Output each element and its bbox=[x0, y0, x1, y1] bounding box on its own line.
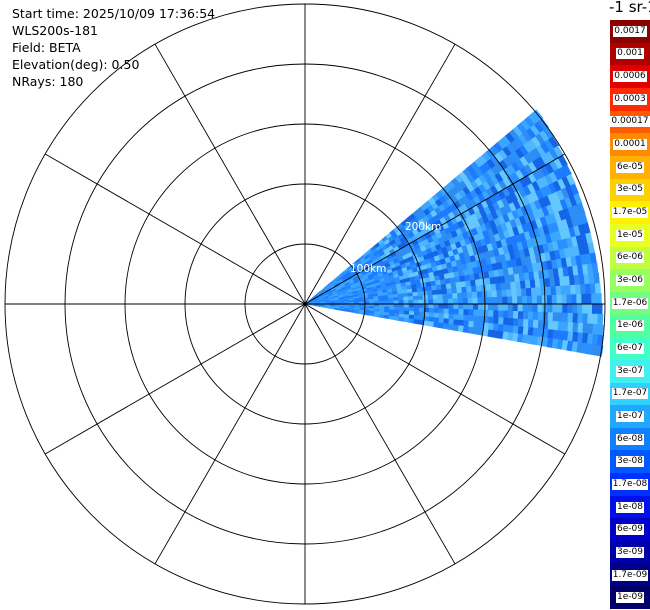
colorbar-label: 1e-07 bbox=[616, 410, 644, 422]
colorbar-cell: 6e-09 bbox=[610, 518, 650, 542]
colorbar-cell: 6e-05 bbox=[610, 155, 650, 179]
field-text: Field: BETA bbox=[12, 40, 81, 55]
azimuth-spoke bbox=[154, 43, 456, 565]
colorbar-label: 1e-06 bbox=[616, 320, 644, 332]
colorbar-cell: 6e-06 bbox=[610, 246, 650, 270]
colorbar-label: 6e-09 bbox=[616, 524, 644, 536]
colorbar-cell: 3e-05 bbox=[610, 178, 650, 202]
colorbar-label: 1.7e-05 bbox=[611, 207, 649, 219]
colorbar-label: 1.7e-07 bbox=[611, 388, 649, 400]
colorbar-label: 0.0003 bbox=[613, 93, 647, 105]
nrays-text: NRays: 180 bbox=[12, 74, 84, 89]
colorbar-label: 1e-08 bbox=[616, 501, 644, 513]
colorbar-label: 3e-08 bbox=[616, 456, 644, 468]
colorbar-cell: 3e-07 bbox=[610, 359, 650, 383]
colorbar-label: 1e-05 bbox=[616, 229, 644, 241]
colorbar-label: 0.00017 bbox=[610, 116, 650, 128]
colorbar: 0.0017 0.001 0.0006 0.0003 0.00017 0.0001 6e-0… bbox=[610, 20, 650, 610]
beta-data-sector bbox=[304, 109, 604, 357]
colorbar-cell: 1.7e-07 bbox=[610, 382, 650, 406]
colorbar-cell: 6e-07 bbox=[610, 337, 650, 360]
colorbar-cell: 1.7e-06 bbox=[610, 291, 650, 315]
colorbar-label: 6e-08 bbox=[616, 433, 644, 445]
colorbar-cell: 3e-08 bbox=[610, 450, 650, 474]
colorbar-label: 1.7e-09 bbox=[611, 569, 649, 581]
colorbar-cell: 1e-07 bbox=[610, 405, 650, 428]
colorbar-cell: 1e-08 bbox=[610, 495, 650, 519]
colorbar-title: -1 sr-1 bbox=[609, 0, 650, 16]
colorbar-label: 1e-09 bbox=[616, 592, 644, 604]
colorbar-cell: 0.0003 bbox=[610, 87, 650, 111]
colorbar-label: 1.7e-08 bbox=[611, 478, 649, 490]
colorbar-cell: 0.00017 bbox=[610, 110, 650, 134]
colorbar-label: 0.0001 bbox=[613, 139, 647, 151]
scan-info: Start time: 2025/10/09 17:36:54 WLS200s-… bbox=[12, 5, 215, 90]
colorbar-label: 3e-07 bbox=[616, 365, 644, 377]
colorbar-label: 6e-06 bbox=[616, 252, 644, 264]
colorbar-cell: 1e-05 bbox=[610, 223, 650, 247]
colorbar-label: 0.0017 bbox=[613, 25, 647, 37]
colorbar-label: 1.7e-06 bbox=[611, 297, 649, 309]
colorbar-label: 6e-07 bbox=[616, 343, 644, 355]
colorbar-cell: 1e-06 bbox=[610, 314, 650, 338]
colorbar-cell: 0.0001 bbox=[610, 133, 650, 156]
colorbar-cell: 1.7e-08 bbox=[610, 473, 650, 496]
colorbar-label: 3e-05 bbox=[616, 184, 644, 196]
colorbar-cell: 3e-09 bbox=[610, 541, 650, 564]
colorbar-cell: 1.7e-05 bbox=[610, 201, 650, 224]
colorbar-label: 3e-06 bbox=[616, 275, 644, 287]
colorbar-cell: 1.7e-09 bbox=[610, 563, 650, 587]
colorbar-cell: 0.0006 bbox=[610, 65, 650, 88]
colorbar-label: 0.001 bbox=[616, 48, 644, 60]
colorbar-cell: 3e-06 bbox=[610, 269, 650, 292]
colorbar-label: 3e-09 bbox=[616, 546, 644, 558]
elevation-text: Elevation(deg): 0.50 bbox=[12, 57, 140, 72]
colorbar-cell: 0.0017 bbox=[610, 20, 650, 43]
ring-label-200km: 200km bbox=[405, 221, 441, 233]
colorbar-label: 6e-05 bbox=[616, 161, 644, 173]
colorbar-cell: 1e-09 bbox=[610, 586, 650, 610]
instrument-text: WLS200s-181 bbox=[12, 23, 98, 38]
colorbar-label: 0.0006 bbox=[613, 71, 647, 83]
ring-label-100km: 100km bbox=[350, 263, 386, 275]
colorbar-cell: 6e-08 bbox=[610, 427, 650, 451]
colorbar-cell: 0.001 bbox=[610, 42, 650, 66]
range-ring-grid bbox=[4, 3, 606, 605]
start-time-text: Start time: 2025/10/09 17:36:54 bbox=[12, 6, 216, 21]
